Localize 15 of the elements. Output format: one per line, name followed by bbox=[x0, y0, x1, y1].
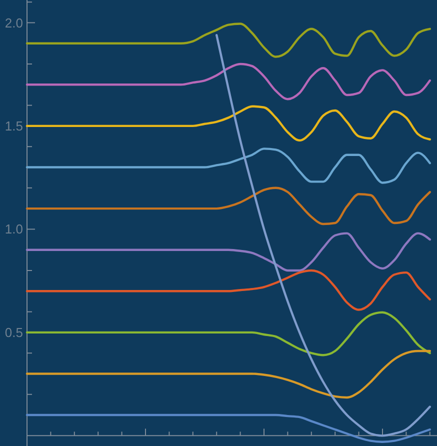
y-tick-label: 2.0 bbox=[4, 15, 23, 30]
line-series bbox=[26, 148, 431, 184]
y-tick-label: 1.0 bbox=[4, 222, 23, 237]
line-series bbox=[26, 62, 431, 100]
line-series bbox=[26, 414, 431, 443]
line-series bbox=[26, 350, 431, 399]
line-series bbox=[26, 232, 431, 272]
y-tick-label: 1.5 bbox=[4, 118, 23, 134]
line-series bbox=[26, 311, 431, 356]
line-series bbox=[26, 22, 431, 58]
y-tick-label: 0.5 bbox=[4, 324, 23, 340]
line-series bbox=[26, 105, 431, 142]
line-series bbox=[26, 186, 431, 226]
line-series bbox=[26, 269, 431, 311]
line-series bbox=[215, 34, 431, 437]
